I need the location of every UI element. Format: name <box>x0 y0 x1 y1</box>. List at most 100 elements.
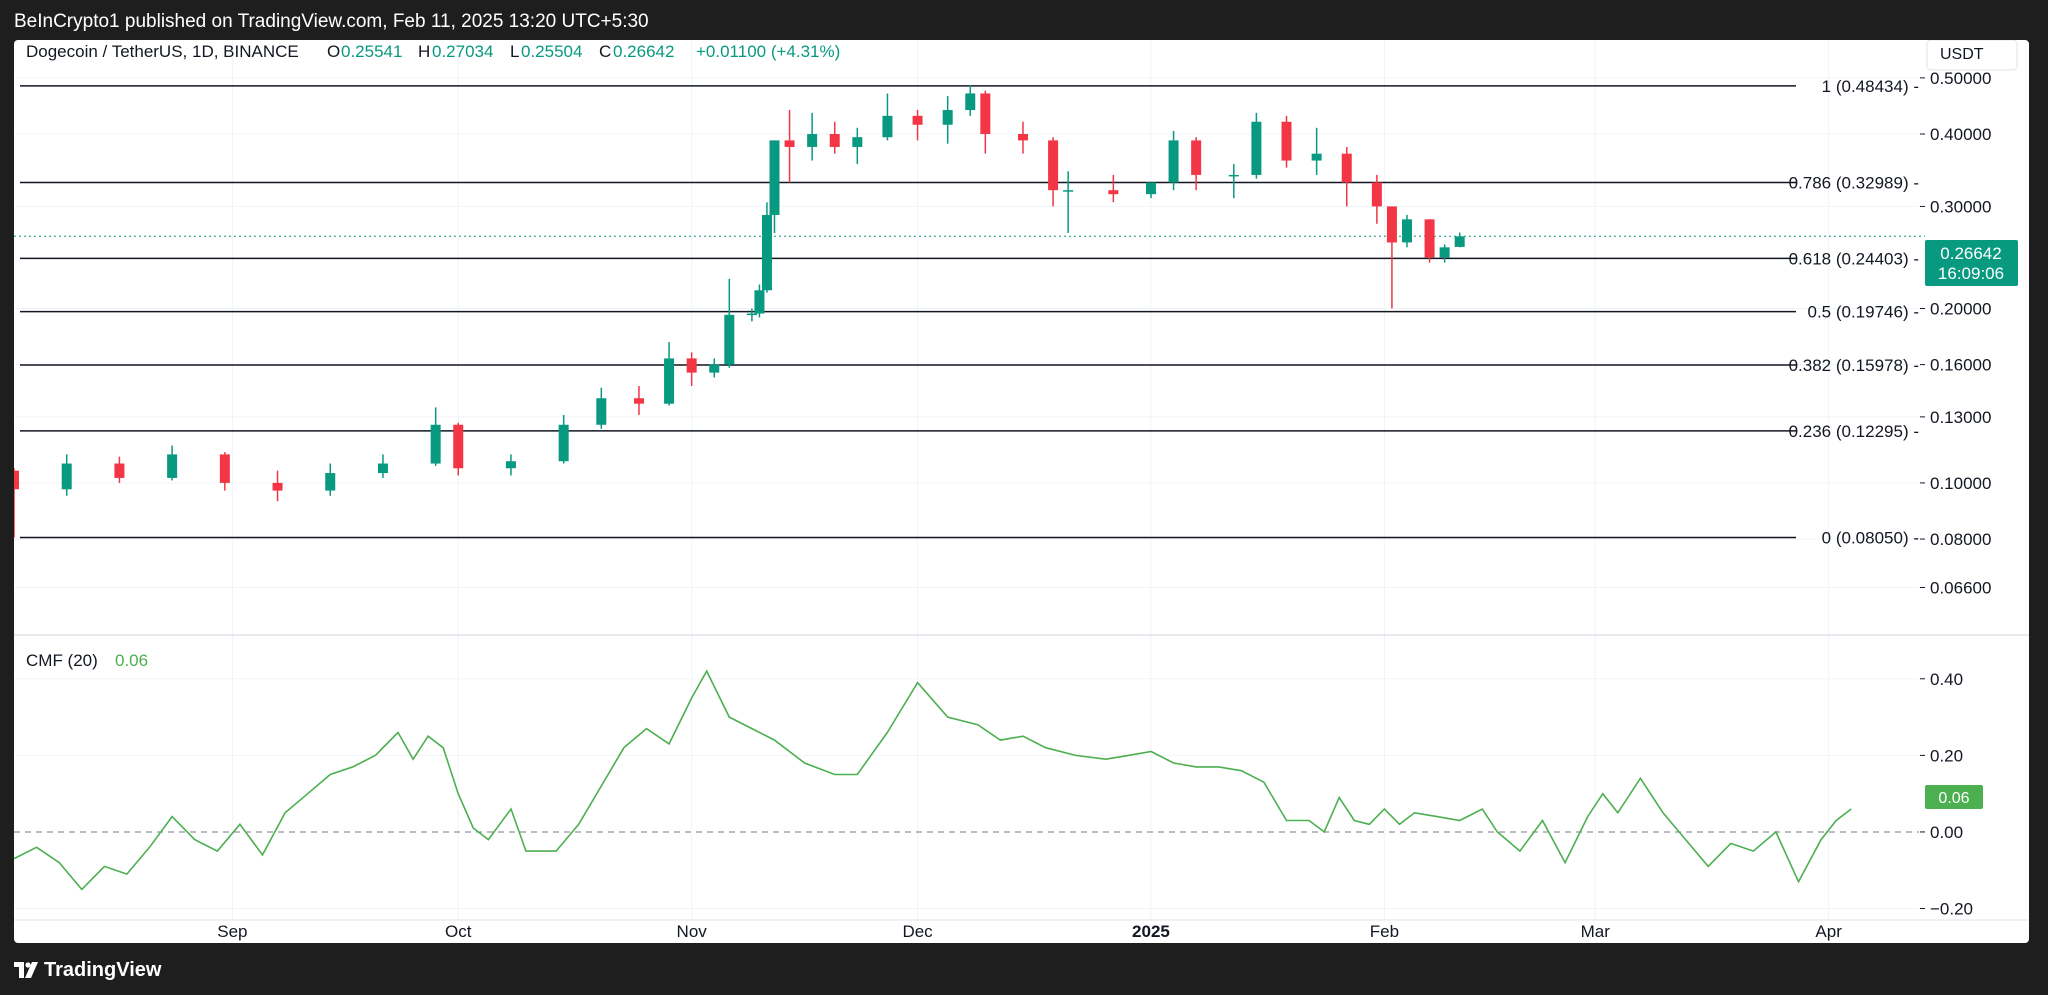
candle-body <box>754 290 765 314</box>
candle-body <box>1168 140 1179 183</box>
fib-level-label: 0.5 (0.19746) - <box>1807 303 1919 322</box>
candle-body <box>219 454 230 483</box>
time-axis-label: Nov <box>677 922 708 941</box>
last-price-badge <box>1925 240 2018 286</box>
candle-body <box>1281 121 1292 161</box>
cmf-tick-label: 0.00 <box>1930 823 1963 842</box>
cmf-label: CMF (20) <box>26 651 98 670</box>
currency-button[interactable] <box>1926 40 2018 71</box>
candle-body <box>980 93 991 135</box>
candle-body <box>664 358 675 404</box>
candle-body <box>272 482 283 491</box>
fib-levels-layer: 1 (0.48434) - 0.786 (0.32989) - 0.618 (0.2… <box>14 77 1925 548</box>
footer-brand: TradingView <box>44 958 162 981</box>
time-axis-label: Dec <box>902 922 933 941</box>
candle-body <box>1454 236 1465 247</box>
candle-body <box>1063 190 1074 192</box>
price-tick-label: 0.13000 <box>1930 408 1991 427</box>
cmf-tick-label: −0.20 <box>1930 900 1973 919</box>
candle-body <box>325 473 336 491</box>
candle-body <box>1341 153 1352 183</box>
currency-label: USDT <box>1940 46 1984 63</box>
candle-body <box>1371 182 1382 207</box>
candle-body <box>377 463 388 474</box>
publisher-line: BeInCrypto1 published on TradingView.com… <box>14 11 649 32</box>
tradingview-logo[interactable]: TradingView <box>14 959 161 981</box>
time-axis-label: 2025 <box>1132 922 1170 941</box>
legend-open-label: O <box>327 42 340 61</box>
candle-body <box>784 140 795 147</box>
footer-bar <box>0 943 2048 995</box>
candle-body <box>829 134 840 147</box>
time-axis-label: Apr <box>1815 922 1842 941</box>
candle-body <box>1228 174 1239 177</box>
candle-body <box>709 364 720 373</box>
legend-close-label: C <box>599 42 611 61</box>
price-axis[interactable]: 0.50000 0.40000 0.30000 0.20000 0.16000 0.130… <box>1920 69 1991 598</box>
legend-high-label: H <box>418 42 430 61</box>
fib-level-label: 0.618 (0.24403) - <box>1789 249 1919 268</box>
candle-body <box>769 140 780 215</box>
candle-body <box>1439 247 1450 258</box>
price-tick-label: 0.16000 <box>1930 356 1991 375</box>
candle-body <box>453 424 464 469</box>
cmf-tick-label: 0.20 <box>1930 746 1963 765</box>
candle-body <box>1424 219 1435 258</box>
price-tick-label: 0.08000 <box>1930 530 1991 549</box>
candle-body <box>746 313 757 316</box>
last-price-text: 0.26642 <box>1940 244 2001 263</box>
legend-low-label: L <box>510 42 519 61</box>
candle-body <box>505 461 516 469</box>
candle-body <box>882 115 893 138</box>
candle-body <box>61 463 72 490</box>
cmf-value: 0.06 <box>115 651 148 670</box>
time-axis-label: Feb <box>1370 922 1399 941</box>
cmf-line <box>14 669 1852 891</box>
candle-body <box>942 110 953 125</box>
candle-body <box>1191 140 1202 175</box>
price-tick-label: 0.06600 <box>1930 578 1991 597</box>
chart-svg[interactable]: 1 (0.48434) - 0.786 (0.32989) - 0.618 (0.2… <box>14 40 2029 943</box>
candle-body <box>633 398 644 404</box>
candle-body <box>167 454 178 478</box>
legend-change: +0.01100 (+4.31%) <box>696 42 840 61</box>
legend-symbol: Dogecoin / TetherUS, 1D, BINANCE <box>26 42 299 61</box>
candle-body <box>761 214 772 291</box>
candle-body <box>724 314 735 365</box>
price-tick-label: 0.10000 <box>1930 474 1991 493</box>
time-axis-label: Oct <box>445 922 472 941</box>
candles-layer <box>14 85 1465 538</box>
price-tick-label: 0.50000 <box>1930 69 1991 88</box>
cmf-layer: 0.40 0.20 0.00 −0.20 <box>14 669 1973 919</box>
candle-body <box>430 424 441 464</box>
cmf-value-badge <box>1925 785 1983 809</box>
fib-level-label: 0.236 (0.12295) - <box>1789 422 1919 441</box>
time-axis-label: Mar <box>1581 922 1611 941</box>
candle-body <box>912 115 923 125</box>
candle-body <box>852 137 863 147</box>
time-axis[interactable]: Sep Oct Nov Dec 2025 Feb Mar Apr <box>14 919 2029 941</box>
publisher-bar: BeInCrypto1 published on TradingView.com… <box>0 0 2048 40</box>
candle-body <box>1386 206 1397 243</box>
candle-body <box>1048 140 1059 191</box>
legend-high-value: 0.27034 <box>432 42 493 61</box>
chart-panel[interactable]: 1 (0.48434) - 0.786 (0.32989) - 0.618 (0.2… <box>14 40 2029 943</box>
candle-body <box>1017 134 1028 141</box>
price-tick-label: 0.40000 <box>1930 125 1991 144</box>
candle-body <box>1311 153 1322 161</box>
time-axis-label: Sep <box>217 922 247 941</box>
cmf-tick-label: 0.40 <box>1930 670 1963 689</box>
tradingview-icon <box>14 962 38 978</box>
candle-body <box>965 93 976 111</box>
legend-low-value: 0.25504 <box>521 42 582 61</box>
candle-body <box>558 424 569 462</box>
cmf-badge-text: 0.06 <box>1938 790 1969 807</box>
fib-level-label: 0 (0.08050) - <box>1822 529 1919 548</box>
countdown-text: 16:09:06 <box>1938 264 2004 283</box>
candle-body <box>1145 182 1156 195</box>
candle-body <box>686 358 697 373</box>
fib-level-label: 1 (0.48434) - <box>1822 77 1919 96</box>
candle-body <box>114 463 125 478</box>
candle-body <box>1401 219 1412 243</box>
candle-body <box>1108 190 1119 195</box>
